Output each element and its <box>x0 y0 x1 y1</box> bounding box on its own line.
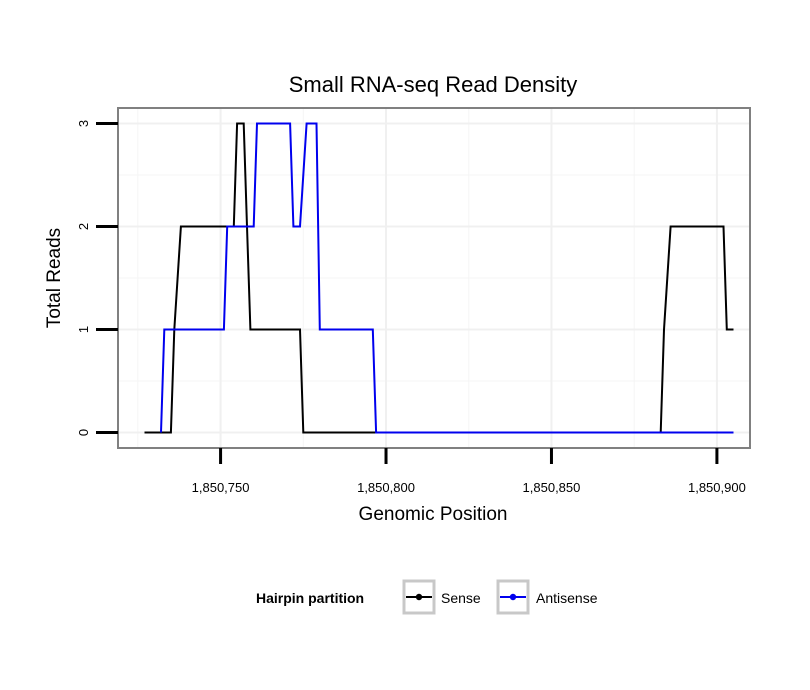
panel-border <box>117 107 751 449</box>
y-tick-label: 0 <box>76 429 91 436</box>
legend-title: Hairpin partition <box>256 590 364 606</box>
x-tick-label: 1,850,800 <box>357 480 415 495</box>
legend-label-sense: Sense <box>441 590 481 606</box>
y-tick-label: 3 <box>76 120 91 127</box>
y-tick-label: 1 <box>76 326 91 333</box>
x-tick-label: 1,850,850 <box>523 480 581 495</box>
x-axis-ticks: 1,850,750 1,850,800 1,850,850 1,850,900 <box>192 448 746 495</box>
legend-item-sense: Sense <box>402 579 481 615</box>
series-line-antisense <box>160 122 734 434</box>
y-tick-label: 2 <box>76 223 91 230</box>
legend-item-antisense: Antisense <box>496 579 598 615</box>
chart-title: Small RNA-seq Read Density <box>289 72 578 97</box>
y-axis-title: Total Reads <box>44 228 65 328</box>
series-lines <box>144 122 734 434</box>
y-axis-ticks: 0 1 2 3 <box>76 120 118 436</box>
legend: Hairpin partition Sense Antisense <box>256 579 598 615</box>
legend-point-antisense <box>509 593 517 601</box>
x-axis-title: Genomic Position <box>359 504 508 525</box>
series-line-sense <box>144 122 734 434</box>
plot-area <box>117 107 751 449</box>
x-tick-label: 1,850,900 <box>688 480 746 495</box>
legend-point-sense <box>415 593 423 601</box>
legend-label-antisense: Antisense <box>536 590 598 606</box>
x-tick-label: 1,850,750 <box>192 480 250 495</box>
